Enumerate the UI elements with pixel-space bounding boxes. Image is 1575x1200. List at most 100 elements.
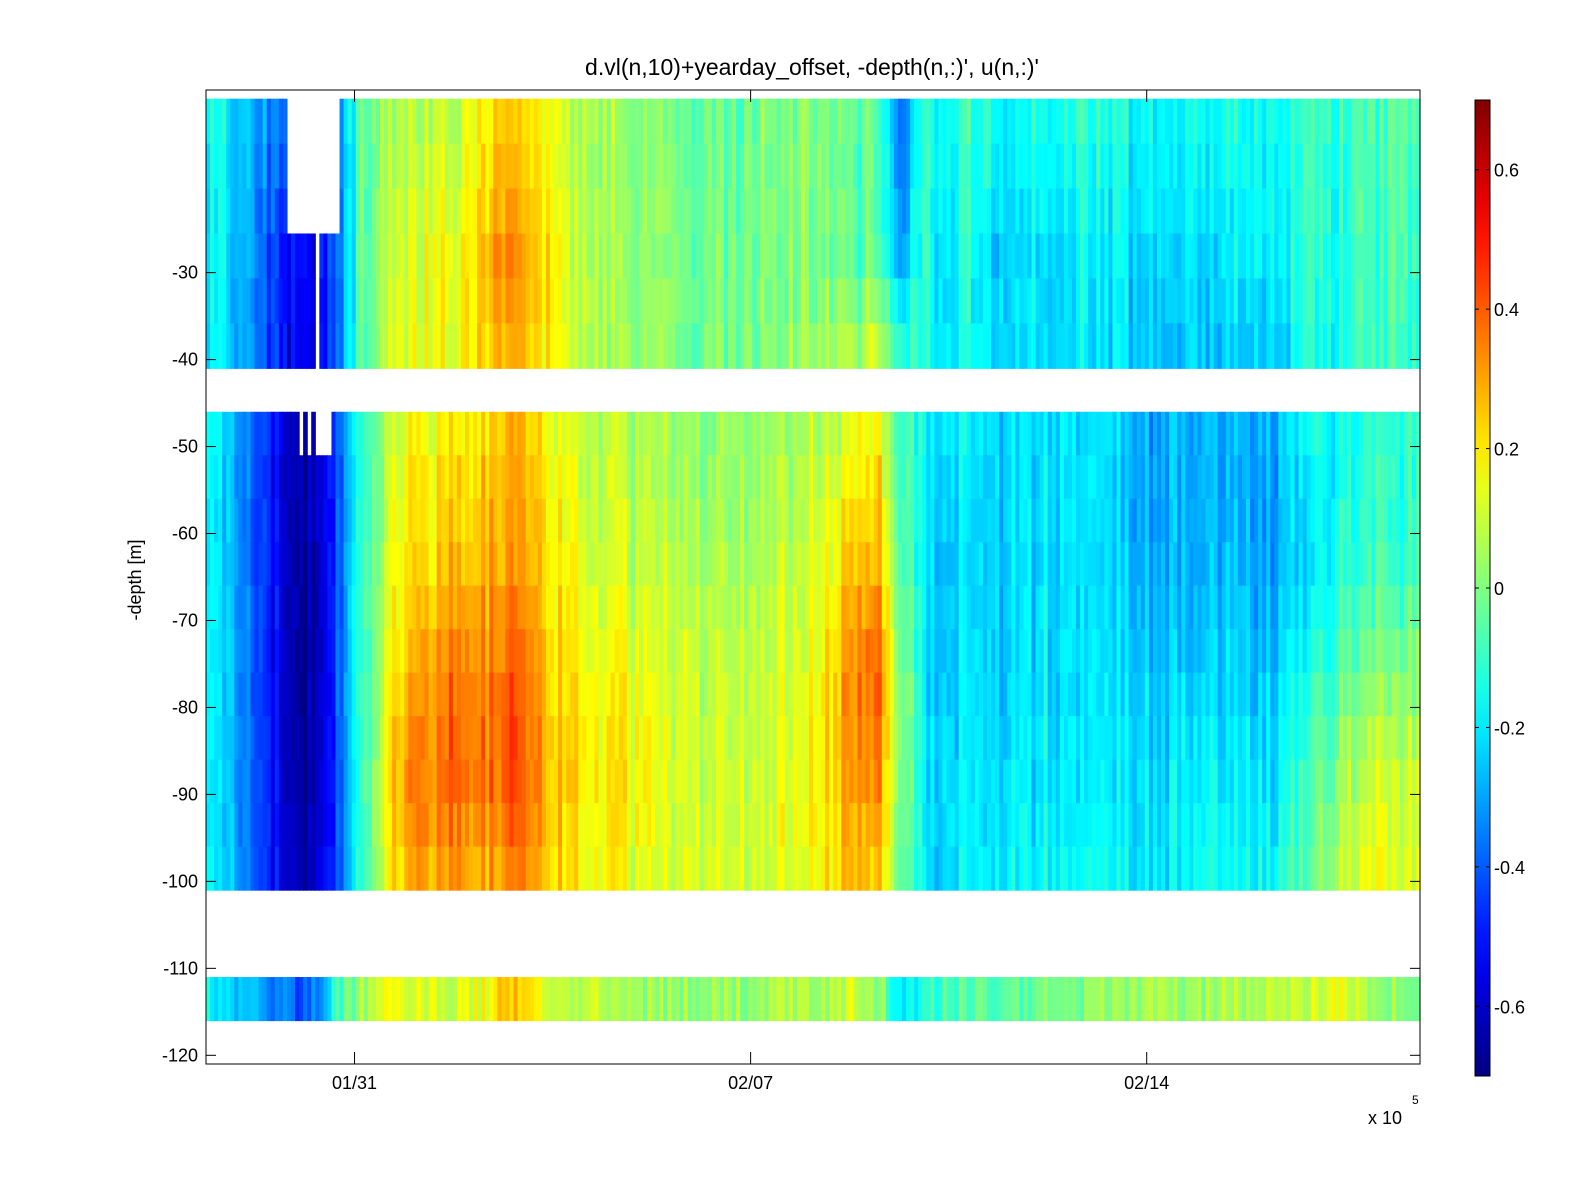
heatmap-cell	[1262, 98, 1267, 145]
heatmap-cell	[404, 542, 409, 587]
heatmap-cell	[574, 323, 579, 369]
heatmap-cell	[1108, 716, 1114, 761]
heatmap-cell	[817, 188, 822, 235]
heatmap-cell	[1059, 672, 1065, 717]
heatmap-cell	[659, 143, 664, 190]
heatmap-cell	[226, 411, 231, 456]
heatmap-cell	[1245, 672, 1251, 717]
heatmap-cell	[606, 629, 612, 674]
heatmap-cell	[218, 716, 223, 761]
heatmap-cell	[833, 803, 838, 848]
heatmap-cell	[1399, 98, 1405, 145]
heatmap-cell	[339, 716, 345, 761]
heatmap-cell	[1173, 411, 1178, 456]
heatmap-cell	[958, 143, 964, 190]
heatmap-cell	[1128, 542, 1134, 587]
heatmap-cell	[999, 455, 1004, 500]
heatmap-cell	[804, 542, 810, 587]
heatmap-cell	[1144, 143, 1150, 190]
heatmap-cell	[250, 455, 256, 500]
heatmap-cell	[598, 716, 604, 761]
heatmap-cell	[210, 278, 215, 324]
heatmap-cell	[436, 455, 442, 500]
heatmap-cell	[295, 759, 300, 804]
heatmap-cell	[715, 278, 721, 324]
heatmap-cell	[1197, 629, 1203, 674]
heatmap-cell	[1391, 143, 1397, 190]
heatmap-cell	[1371, 278, 1377, 324]
heatmap-cell	[1051, 759, 1057, 804]
heatmap-cell	[1165, 323, 1170, 369]
heatmap-cell	[1237, 716, 1243, 761]
heatmap-cell	[861, 585, 867, 630]
heatmap-cell	[525, 846, 531, 891]
heatmap-cell	[711, 542, 717, 587]
heatmap-cell	[679, 411, 685, 456]
heatmap-cell	[699, 323, 705, 369]
heatmap-cell	[1071, 629, 1077, 674]
heatmap-cell	[1217, 846, 1223, 891]
heatmap-cell	[1169, 542, 1174, 587]
heatmap-cell	[594, 498, 600, 543]
heatmap-cell	[614, 542, 620, 587]
heatmap-cell	[663, 98, 668, 145]
heatmap-cell	[1084, 98, 1089, 145]
heatmap-cell	[1213, 323, 1219, 369]
heatmap-cell	[671, 455, 677, 500]
heatmap-cell	[456, 498, 462, 543]
heatmap-cell	[849, 98, 855, 145]
heatmap-cell	[671, 585, 677, 630]
heatmap-cell	[501, 672, 507, 717]
heatmap-cell	[1047, 585, 1053, 630]
heatmap-cell	[667, 188, 672, 235]
heatmap-cell	[1132, 143, 1138, 190]
heatmap-cell	[400, 411, 405, 456]
heatmap-cell	[1343, 629, 1348, 674]
heatmap-cell	[999, 143, 1004, 190]
heatmap-cell	[873, 716, 879, 761]
heatmap-cell	[1148, 846, 1154, 891]
heatmap-cell	[849, 233, 855, 280]
heatmap-cell	[667, 143, 672, 190]
heatmap-cell	[497, 498, 503, 543]
heatmap-cell	[906, 98, 911, 145]
heatmap-cell	[719, 759, 725, 804]
heatmap-cell	[711, 323, 717, 369]
heatmap-cell	[533, 585, 539, 630]
heatmap-cell	[1124, 233, 1130, 280]
heatmap-cell	[493, 803, 498, 848]
heatmap-cell	[756, 759, 761, 804]
heatmap-cell	[1310, 716, 1316, 761]
heatmap-cell	[477, 629, 482, 674]
heatmap-cell	[752, 98, 757, 145]
heatmap-cell	[1063, 455, 1069, 500]
heatmap-cell	[1031, 323, 1037, 369]
heatmap-cell	[1100, 188, 1105, 235]
heatmap-cell	[946, 672, 952, 717]
heatmap-cell	[638, 278, 644, 324]
heatmap-cell	[889, 716, 895, 761]
heatmap-cell	[521, 672, 527, 717]
heatmap-cell	[266, 411, 272, 456]
heatmap-cell	[1003, 672, 1008, 717]
heatmap-cell	[825, 759, 830, 804]
heatmap-cell	[270, 98, 276, 145]
heatmap-cell	[768, 542, 774, 587]
heatmap-cell	[881, 278, 887, 324]
heatmap-cell	[902, 98, 907, 145]
heatmap-cell	[250, 278, 256, 324]
heatmap-cell	[525, 498, 531, 543]
heatmap-cell	[829, 143, 834, 190]
heatmap-cell	[489, 716, 494, 761]
heatmap-cell	[1156, 716, 1162, 761]
heatmap-cell	[885, 278, 891, 324]
heatmap-cell	[995, 233, 1000, 280]
heatmap-cell	[440, 455, 446, 500]
heatmap-cell	[1019, 323, 1025, 369]
heatmap-cell	[1266, 672, 1271, 717]
heatmap-cell	[1148, 143, 1154, 190]
heatmap-cell	[930, 143, 935, 190]
heatmap-cell	[311, 803, 316, 848]
heatmap-cell	[1055, 542, 1061, 587]
depth-band	[206, 98, 1421, 369]
